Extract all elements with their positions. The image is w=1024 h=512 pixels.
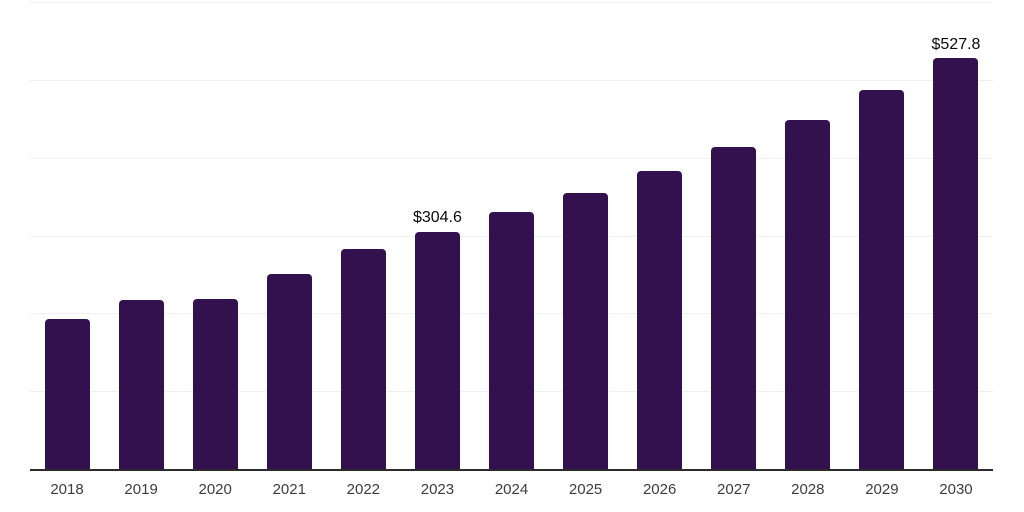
x-tick-2022: 2022 [346,481,381,498]
bar-2025 [563,192,609,469]
bar-column-2028 [771,2,845,469]
x-tick-2025: 2025 [568,481,603,498]
x-axis: 2018 2019 2020 2021 2022 2023 2024 2025 2026 2027… [30,481,993,498]
bar-column-2019 [104,2,178,469]
bar-column-2020 [178,2,252,469]
bar-2020 [192,299,238,469]
x-tick-2024: 2024 [494,481,529,498]
bar-column-2025 [549,2,623,469]
bar-2027 [711,146,757,469]
x-tick-2019: 2019 [124,481,158,498]
x-tick-2029: 2029 [865,481,899,498]
bar-2023 [414,231,460,469]
bar-column-2023: $304.6 [400,2,474,469]
bar-column-2022 [326,2,400,469]
x-tick-2018: 2018 [50,481,84,498]
gridline-600 [30,2,993,3]
bar-column-2018 [30,2,104,469]
bar-column-2027 [697,2,771,469]
bar-column-2026 [623,2,697,469]
bar-2022 [340,248,386,469]
bar-column-2024 [474,2,548,469]
bar-2018 [44,318,90,469]
x-tick-2027: 2027 [717,481,751,498]
bar-value-label-2023: $304.6 [412,209,462,227]
bar-2029 [859,89,905,469]
bars: $304.6 $527.8 [30,2,993,469]
x-tick-2023: 2023 [420,481,455,498]
bar-2024 [489,212,534,469]
bar-value-label-2030: $527.8 [931,35,981,53]
bar-column-2029 [845,2,919,469]
gridline-500 [30,79,993,81]
bar-2030 [933,58,979,469]
bar-2021 [266,273,312,469]
x-tick-2030: 2030 [939,481,973,498]
x-tick-2026: 2026 [642,481,677,498]
x-tick-2021: 2021 [272,481,306,498]
bar-column-2030: $527.8 [919,2,993,469]
plot-area: $304.6 $527.8 [30,2,993,471]
x-tick-2020: 2020 [198,481,232,498]
bar-column-2021 [252,2,326,469]
gridline-400 [30,157,993,159]
x-tick-2028: 2028 [791,481,825,498]
bar-2019 [118,300,164,469]
bar-2026 [637,170,683,469]
bar-2028 [785,119,831,469]
